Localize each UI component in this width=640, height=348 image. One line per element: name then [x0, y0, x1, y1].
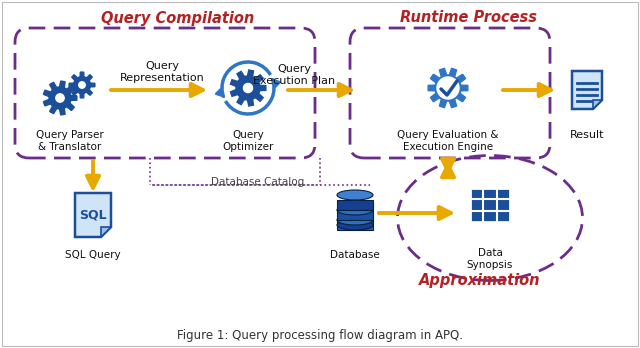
Bar [337, 210, 373, 220]
Polygon shape [80, 72, 84, 77]
Polygon shape [237, 97, 244, 105]
Polygon shape [67, 103, 74, 111]
Polygon shape [60, 108, 65, 115]
Polygon shape [86, 75, 92, 80]
Polygon shape [44, 90, 51, 97]
Polygon shape [230, 80, 238, 86]
Text: Figure 1: Query processing flow diagram in APQ.: Figure 1: Query processing flow diagram … [177, 330, 463, 342]
Circle shape [74, 77, 90, 94]
Text: Approximation: Approximation [419, 272, 541, 287]
Ellipse shape [337, 220, 373, 230]
Circle shape [437, 77, 459, 99]
Polygon shape [260, 85, 266, 90]
Polygon shape [428, 85, 435, 91]
Polygon shape [456, 93, 465, 102]
Polygon shape [431, 74, 440, 83]
Circle shape [443, 83, 453, 93]
Polygon shape [60, 81, 65, 88]
Circle shape [243, 84, 253, 93]
Circle shape [79, 82, 85, 88]
Text: Query Compilation: Query Compilation [101, 10, 255, 25]
Polygon shape [72, 89, 77, 95]
Ellipse shape [337, 205, 373, 215]
Polygon shape [101, 227, 111, 237]
Circle shape [435, 75, 461, 101]
Text: Runtime Process: Runtime Process [399, 10, 536, 25]
Text: Query
Execution Plan: Query Execution Plan [253, 64, 335, 86]
Polygon shape [75, 193, 111, 237]
Polygon shape [67, 86, 74, 93]
Polygon shape [440, 68, 447, 77]
Bar [337, 220, 373, 230]
Text: Query
Representation: Query Representation [120, 61, 204, 83]
Polygon shape [431, 93, 440, 102]
Text: Data
Synopsis: Data Synopsis [467, 248, 513, 270]
Polygon shape [50, 82, 57, 90]
Bar [337, 200, 373, 210]
FancyBboxPatch shape [470, 188, 510, 222]
Polygon shape [71, 96, 77, 101]
Polygon shape [90, 83, 95, 87]
Text: Database Catalog: Database Catalog [211, 177, 305, 187]
Polygon shape [69, 83, 74, 87]
Polygon shape [230, 89, 238, 96]
Text: Query Evaluation &
Execution Engine: Query Evaluation & Execution Engine [397, 130, 499, 152]
Polygon shape [255, 94, 263, 101]
Circle shape [56, 94, 64, 102]
Polygon shape [593, 100, 602, 109]
Polygon shape [248, 99, 253, 106]
Text: Result: Result [570, 130, 604, 140]
Polygon shape [72, 75, 77, 80]
Polygon shape [440, 99, 447, 108]
Text: SQL: SQL [79, 208, 107, 221]
Text: Database: Database [330, 250, 380, 260]
Polygon shape [255, 75, 263, 82]
Polygon shape [237, 71, 244, 79]
Polygon shape [44, 100, 51, 106]
Polygon shape [456, 74, 465, 83]
Ellipse shape [337, 190, 373, 200]
Polygon shape [50, 106, 57, 114]
Text: Query Parser
& Translator: Query Parser & Translator [36, 130, 104, 152]
Polygon shape [449, 68, 456, 77]
Ellipse shape [337, 215, 373, 225]
Polygon shape [248, 70, 253, 77]
Polygon shape [572, 71, 602, 109]
Text: Query
Optimizer: Query Optimizer [222, 130, 274, 152]
Polygon shape [86, 89, 92, 95]
Polygon shape [461, 85, 468, 91]
Circle shape [236, 76, 260, 100]
Polygon shape [80, 93, 84, 98]
Polygon shape [449, 99, 456, 108]
Circle shape [49, 87, 71, 109]
Text: SQL Query: SQL Query [65, 250, 121, 260]
